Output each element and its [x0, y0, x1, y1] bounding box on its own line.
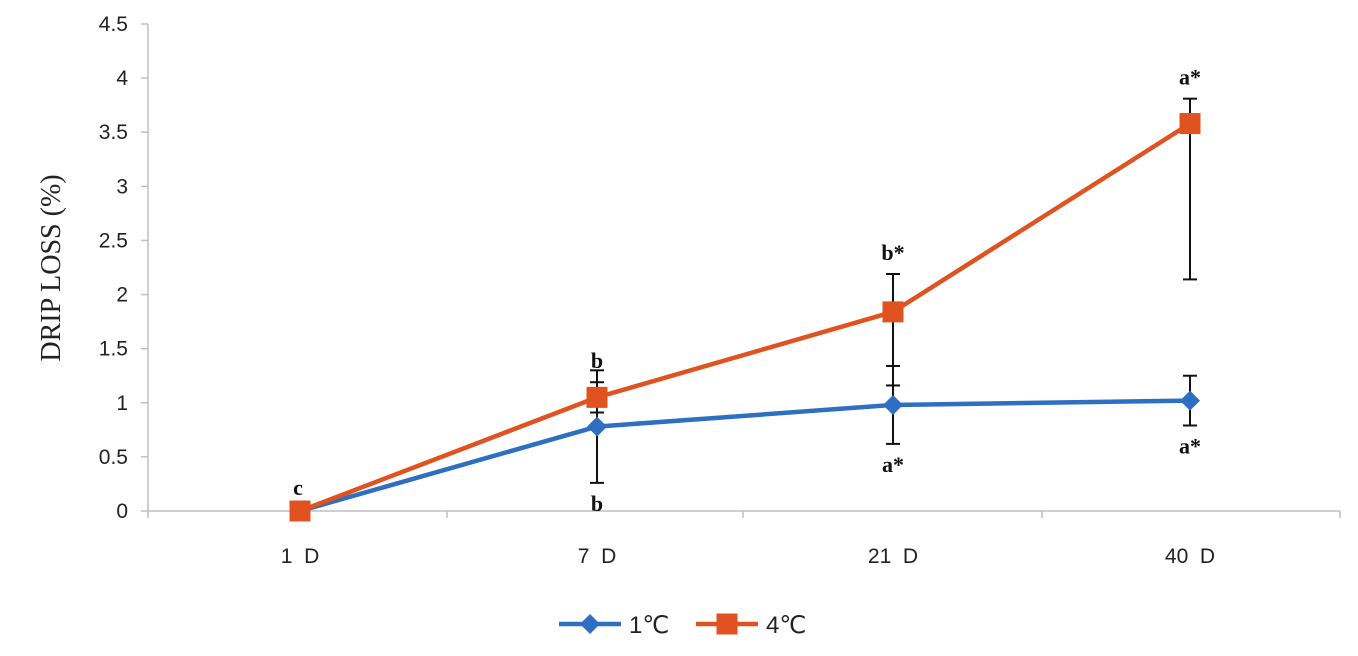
legend-marker-2: [716, 613, 738, 635]
legend-label-1: 1℃: [629, 612, 669, 639]
series-lines: [299, 121, 1192, 514]
series-line-1: [299, 398, 1191, 514]
x-tick-labels: 1 D 7 D 21 D 40 D: [281, 545, 1215, 568]
y-tick-label: 2: [116, 284, 128, 307]
significance-label: b*: [881, 240, 904, 265]
significance-label: c: [293, 475, 303, 500]
y-tick-label: 0.5: [99, 446, 128, 469]
y-tick-label: 2.5: [99, 229, 128, 252]
y-tick-label: 0: [116, 500, 128, 523]
x-tick-label: 7 D: [578, 545, 617, 568]
data-point-2: [1179, 113, 1201, 135]
data-point-2: [289, 500, 311, 522]
x-tick-label: 21 D: [868, 545, 918, 568]
x-tick-label: 40 D: [1165, 545, 1215, 568]
series-markers: [289, 113, 1201, 522]
x-tick-label: 1 D: [281, 545, 320, 568]
y-tick-label: 1: [116, 392, 128, 415]
data-point-1: [587, 416, 607, 437]
significance-label: a*: [882, 452, 904, 477]
series-line-2: [299, 121, 1192, 514]
y-tick-labels: 0 0.5 1 1.5 2 2.5 3 3.5 4 4.5: [99, 13, 129, 523]
y-tick-label: 1.5: [99, 338, 128, 361]
significance-label: b: [591, 491, 603, 516]
significance-label: b: [591, 348, 603, 373]
significance-labels: c b b* a* b a* a*: [293, 65, 1201, 516]
y-axis-label: DRIP LOSS (%): [36, 174, 67, 361]
significance-label: a*: [1179, 434, 1201, 459]
data-point-2: [882, 301, 904, 323]
legend-marker-1: [580, 614, 600, 634]
data-point-1: [1180, 390, 1200, 411]
error-bars: [590, 97, 1197, 484]
y-tick-label: 3: [116, 175, 128, 198]
significance-label: a*: [1179, 65, 1201, 90]
axes: [141, 23, 1341, 518]
y-tick-label: 4: [116, 67, 128, 90]
data-point-1: [883, 394, 903, 415]
y-tick-label: 3.5: [99, 121, 128, 144]
legend: 1℃ 4℃: [559, 612, 806, 639]
data-point-2: [586, 386, 608, 408]
legend-label-2: 4℃: [766, 612, 806, 639]
y-tick-label: 4.5: [99, 13, 128, 36]
